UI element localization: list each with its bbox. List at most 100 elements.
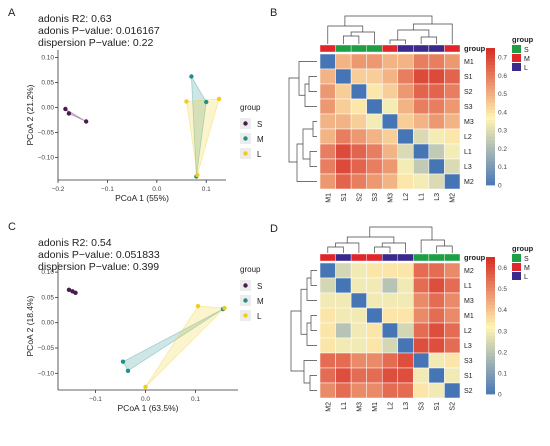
legend-title-d: group bbox=[512, 244, 534, 253]
heatmap-cell-d bbox=[319, 382, 336, 399]
colorbar-segment-d bbox=[486, 366, 495, 371]
y-tick-label-a: −0.05 bbox=[38, 130, 55, 137]
col-label-b: S2 bbox=[356, 193, 363, 202]
colorbar-segment-d bbox=[486, 322, 495, 326]
heatmap-cell-b bbox=[366, 143, 383, 160]
colorbar-segment-b bbox=[486, 54, 495, 59]
annotation-label-d: group bbox=[464, 253, 486, 262]
stats-text-a: adonis P−value: 0.016167 bbox=[38, 25, 160, 37]
colorbar-segment-d bbox=[486, 390, 495, 395]
heatmap-cell-b bbox=[397, 53, 414, 70]
row-dendrogram-d bbox=[290, 310, 304, 372]
col-label-d: L3 bbox=[403, 402, 410, 410]
colorbar-segment-b bbox=[486, 137, 495, 141]
row-label-b: M3 bbox=[464, 119, 474, 126]
col-label-d: S3 bbox=[419, 402, 426, 411]
colorbar-tick-label-d: 0.2 bbox=[498, 349, 507, 356]
annotation-cell-b bbox=[335, 44, 352, 53]
colorbar-segment-b bbox=[486, 174, 495, 179]
colorbar-segment-d bbox=[486, 325, 495, 330]
heatmap-cell-b bbox=[335, 68, 352, 85]
row-label-b: M1 bbox=[464, 59, 474, 66]
y-tick-label-c: 0.10 bbox=[41, 269, 54, 276]
colorbar-tick-label-d: 0.1 bbox=[498, 370, 507, 377]
heatmap-cell-b bbox=[335, 53, 352, 70]
heatmap-cell-d bbox=[381, 277, 399, 294]
col-dendrogram-b bbox=[350, 31, 375, 44]
heatmap-cell-d bbox=[335, 367, 352, 384]
col-dendrogram-d bbox=[369, 226, 433, 240]
stats-text-a: dispersion P−value: 0.22 bbox=[38, 37, 153, 49]
heatmap-cell-d bbox=[381, 292, 399, 309]
point-M-a bbox=[189, 74, 194, 79]
x-tick-label-a: −0.2 bbox=[52, 186, 65, 193]
point-L-a bbox=[195, 172, 200, 178]
colorbar-segment-d bbox=[486, 380, 495, 385]
heatmap-cell-b bbox=[350, 68, 367, 85]
colorbar-segment-d bbox=[486, 356, 495, 361]
legend-swatch-M-d bbox=[512, 263, 521, 271]
x-tick-label-c: −0.1 bbox=[89, 396, 102, 403]
stats-text-c: adonis R2: 0.54 bbox=[38, 237, 112, 249]
heatmap-cell-b bbox=[335, 98, 352, 115]
heatmap-cell-b bbox=[381, 98, 399, 115]
point-S-a bbox=[66, 111, 72, 116]
heatmap-cell-d bbox=[397, 352, 414, 369]
colorbar-segment-b bbox=[486, 95, 495, 100]
colorbar-segment-b bbox=[486, 78, 495, 83]
colorbar-segment-b bbox=[486, 126, 495, 131]
legend-label-L-a: L bbox=[257, 150, 262, 159]
heatmap-cell-b bbox=[350, 143, 367, 160]
colorbar-segment-d bbox=[486, 274, 495, 278]
row-label-b: L2 bbox=[464, 134, 472, 141]
row-dendrogram-b bbox=[296, 143, 317, 182]
heatmap-cell-d bbox=[366, 337, 383, 354]
heatmap-cell-b bbox=[319, 128, 336, 145]
col-dendrogram-d bbox=[346, 236, 395, 243]
heatmap-cell-d bbox=[397, 337, 414, 354]
heatmap-cell-b bbox=[428, 68, 445, 85]
col-label-d: L1 bbox=[341, 402, 348, 410]
heatmap-cell-b bbox=[428, 53, 445, 70]
legend-label-L-b: L bbox=[524, 65, 528, 72]
heatmap-cell-d bbox=[381, 337, 399, 354]
legend-title-b: group bbox=[512, 35, 534, 44]
heatmap-cell-b bbox=[413, 158, 430, 175]
heatmap-cell-d bbox=[366, 277, 383, 294]
x-tick-label-a: 0.0 bbox=[152, 186, 161, 193]
heatmap-cell-d bbox=[381, 367, 399, 384]
heatmap-cell-b bbox=[413, 68, 430, 85]
point-S-c bbox=[66, 287, 72, 293]
heatmap-cell-b bbox=[381, 128, 399, 145]
row-label-b: L1 bbox=[464, 149, 472, 156]
heatmap-cell-b bbox=[444, 53, 461, 70]
legend-key-M-c bbox=[243, 298, 248, 303]
colorbar-segment-b bbox=[486, 102, 495, 107]
colorbar-segment-b bbox=[486, 75, 495, 80]
colorbar-segment-d bbox=[486, 370, 495, 374]
colorbar-tick-label-d: 0.3 bbox=[498, 328, 507, 335]
heatmap-cell-b bbox=[397, 128, 414, 145]
colorbar-segment-d bbox=[486, 284, 495, 289]
heatmap-cell-b bbox=[444, 98, 461, 115]
colorbar-segment-b bbox=[486, 99, 495, 104]
col-label-b: M3 bbox=[388, 193, 395, 203]
colorbar-segment-b bbox=[486, 157, 495, 162]
col-dendrogram-b bbox=[344, 15, 433, 26]
heatmap-cell-d bbox=[319, 292, 336, 309]
legend-swatch-L-b bbox=[512, 63, 521, 71]
heatmap-cell-b bbox=[428, 128, 445, 145]
legend-label-S-d: S bbox=[524, 256, 529, 263]
heatmap-cell-d bbox=[397, 307, 414, 324]
y-axis-label-a: PCoA 2 (21.2%) bbox=[25, 84, 35, 145]
panel-letter-c: C bbox=[8, 221, 16, 233]
colorbar-segment-b bbox=[486, 61, 495, 66]
col-label-d: L2 bbox=[388, 402, 395, 410]
colorbar-segment-b bbox=[486, 106, 495, 111]
col-label-b: M2 bbox=[450, 193, 457, 203]
row-dendrogram-b bbox=[308, 76, 317, 92]
heatmap-cell-b bbox=[319, 53, 336, 70]
colorbar-segment-b bbox=[486, 154, 495, 158]
heatmap-cell-b bbox=[366, 173, 383, 190]
heatmap-cell-b bbox=[350, 113, 367, 130]
